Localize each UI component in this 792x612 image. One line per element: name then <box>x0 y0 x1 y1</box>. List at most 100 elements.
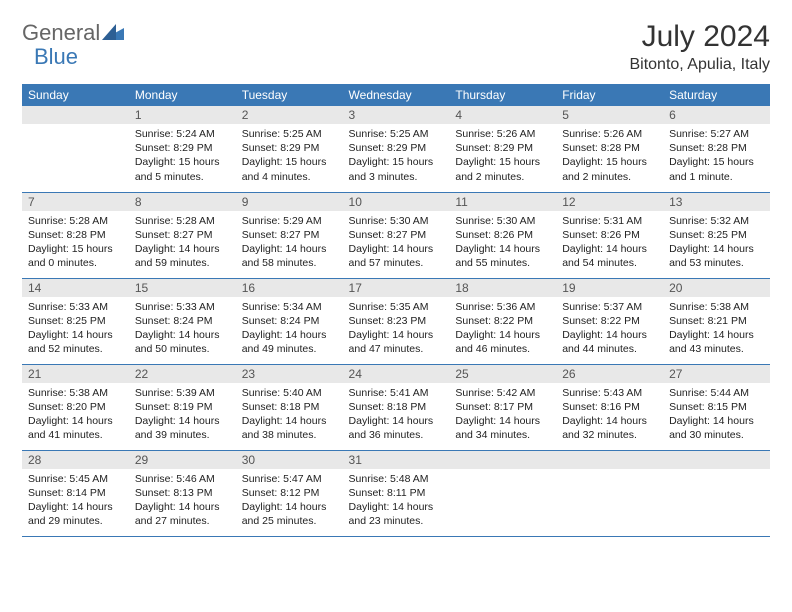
sunset-text: Sunset: 8:29 PM <box>135 141 230 155</box>
day-number: 11 <box>449 193 556 211</box>
sunrise-text: Sunrise: 5:39 AM <box>135 386 230 400</box>
calendar-day-cell: 15Sunrise: 5:33 AMSunset: 8:24 PMDayligh… <box>129 278 236 364</box>
daylight-text: Daylight: 15 hours and 0 minutes. <box>28 242 123 270</box>
daylight-text: Daylight: 14 hours and 47 minutes. <box>349 328 444 356</box>
sunset-text: Sunset: 8:16 PM <box>562 400 657 414</box>
daylight-text: Daylight: 14 hours and 25 minutes. <box>242 500 337 528</box>
sunrise-text: Sunrise: 5:45 AM <box>28 472 123 486</box>
calendar-day-cell: 26Sunrise: 5:43 AMSunset: 8:16 PMDayligh… <box>556 364 663 450</box>
location: Bitonto, Apulia, Italy <box>629 56 770 74</box>
sunset-text: Sunset: 8:18 PM <box>242 400 337 414</box>
header: General July 2024 Bitonto, Apulia, Italy <box>22 20 770 74</box>
daylight-text: Daylight: 14 hours and 23 minutes. <box>349 500 444 528</box>
day-number: 20 <box>663 279 770 297</box>
sunset-text: Sunset: 8:18 PM <box>349 400 444 414</box>
weekday-header: Friday <box>556 84 663 106</box>
sunrise-text: Sunrise: 5:33 AM <box>28 300 123 314</box>
day-details: Sunrise: 5:34 AMSunset: 8:24 PMDaylight:… <box>236 297 343 361</box>
sunset-text: Sunset: 8:13 PM <box>135 486 230 500</box>
day-number: 17 <box>343 279 450 297</box>
calendar-day-cell: 6Sunrise: 5:27 AMSunset: 8:28 PMDaylight… <box>663 106 770 192</box>
sunrise-text: Sunrise: 5:31 AM <box>562 214 657 228</box>
daylight-text: Daylight: 14 hours and 59 minutes. <box>135 242 230 270</box>
day-details: Sunrise: 5:38 AMSunset: 8:20 PMDaylight:… <box>22 383 129 447</box>
day-number: 24 <box>343 365 450 383</box>
day-details: Sunrise: 5:41 AMSunset: 8:18 PMDaylight:… <box>343 383 450 447</box>
daylight-text: Daylight: 14 hours and 41 minutes. <box>28 414 123 442</box>
logo-text-blue: Blue <box>34 44 78 70</box>
day-number: 4 <box>449 106 556 124</box>
calendar-day-cell: 25Sunrise: 5:42 AMSunset: 8:17 PMDayligh… <box>449 364 556 450</box>
calendar-day-cell: 21Sunrise: 5:38 AMSunset: 8:20 PMDayligh… <box>22 364 129 450</box>
weekday-header-row: Sunday Monday Tuesday Wednesday Thursday… <box>22 84 770 106</box>
day-number: 25 <box>449 365 556 383</box>
calendar-week-row: 7Sunrise: 5:28 AMSunset: 8:28 PMDaylight… <box>22 192 770 278</box>
sunset-text: Sunset: 8:26 PM <box>562 228 657 242</box>
sunset-text: Sunset: 8:27 PM <box>349 228 444 242</box>
logo-triangle-icon <box>102 20 124 46</box>
daylight-text: Daylight: 14 hours and 53 minutes. <box>669 242 764 270</box>
daylight-text: Daylight: 14 hours and 43 minutes. <box>669 328 764 356</box>
sunset-text: Sunset: 8:12 PM <box>242 486 337 500</box>
sunset-text: Sunset: 8:23 PM <box>349 314 444 328</box>
daylight-text: Daylight: 14 hours and 38 minutes. <box>242 414 337 442</box>
title-block: July 2024 Bitonto, Apulia, Italy <box>629 20 770 74</box>
daylight-text: Daylight: 14 hours and 34 minutes. <box>455 414 550 442</box>
calendar-day-cell <box>663 450 770 536</box>
day-number <box>449 451 556 469</box>
day-number: 10 <box>343 193 450 211</box>
sunset-text: Sunset: 8:26 PM <box>455 228 550 242</box>
calendar-day-cell: 22Sunrise: 5:39 AMSunset: 8:19 PMDayligh… <box>129 364 236 450</box>
calendar-day-cell <box>22 106 129 192</box>
logo-text-general: General <box>22 20 100 46</box>
day-details: Sunrise: 5:35 AMSunset: 8:23 PMDaylight:… <box>343 297 450 361</box>
day-number <box>22 106 129 124</box>
sunset-text: Sunset: 8:24 PM <box>242 314 337 328</box>
day-number: 18 <box>449 279 556 297</box>
day-details: Sunrise: 5:30 AMSunset: 8:26 PMDaylight:… <box>449 211 556 275</box>
calendar-day-cell: 2Sunrise: 5:25 AMSunset: 8:29 PMDaylight… <box>236 106 343 192</box>
day-details: Sunrise: 5:39 AMSunset: 8:19 PMDaylight:… <box>129 383 236 447</box>
calendar-day-cell: 24Sunrise: 5:41 AMSunset: 8:18 PMDayligh… <box>343 364 450 450</box>
sunset-text: Sunset: 8:28 PM <box>28 228 123 242</box>
sunset-text: Sunset: 8:17 PM <box>455 400 550 414</box>
sunrise-text: Sunrise: 5:26 AM <box>455 127 550 141</box>
day-details: Sunrise: 5:28 AMSunset: 8:28 PMDaylight:… <box>22 211 129 275</box>
logo: General <box>22 20 124 46</box>
sunset-text: Sunset: 8:29 PM <box>242 141 337 155</box>
day-details: Sunrise: 5:31 AMSunset: 8:26 PMDaylight:… <box>556 211 663 275</box>
day-number: 16 <box>236 279 343 297</box>
daylight-text: Daylight: 15 hours and 2 minutes. <box>455 155 550 183</box>
day-details: Sunrise: 5:47 AMSunset: 8:12 PMDaylight:… <box>236 469 343 533</box>
day-details: Sunrise: 5:25 AMSunset: 8:29 PMDaylight:… <box>236 124 343 188</box>
sunrise-text: Sunrise: 5:25 AM <box>349 127 444 141</box>
day-details: Sunrise: 5:37 AMSunset: 8:22 PMDaylight:… <box>556 297 663 361</box>
weekday-header: Wednesday <box>343 84 450 106</box>
sunset-text: Sunset: 8:29 PM <box>455 141 550 155</box>
day-number: 29 <box>129 451 236 469</box>
daylight-text: Daylight: 14 hours and 46 minutes. <box>455 328 550 356</box>
day-number: 26 <box>556 365 663 383</box>
calendar-day-cell: 13Sunrise: 5:32 AMSunset: 8:25 PMDayligh… <box>663 192 770 278</box>
sunset-text: Sunset: 8:22 PM <box>455 314 550 328</box>
sunset-text: Sunset: 8:28 PM <box>669 141 764 155</box>
sunrise-text: Sunrise: 5:38 AM <box>669 300 764 314</box>
sunrise-text: Sunrise: 5:30 AM <box>349 214 444 228</box>
day-details: Sunrise: 5:26 AMSunset: 8:28 PMDaylight:… <box>556 124 663 188</box>
daylight-text: Daylight: 15 hours and 1 minute. <box>669 155 764 183</box>
sunrise-text: Sunrise: 5:33 AM <box>135 300 230 314</box>
calendar-day-cell: 18Sunrise: 5:36 AMSunset: 8:22 PMDayligh… <box>449 278 556 364</box>
day-details: Sunrise: 5:45 AMSunset: 8:14 PMDaylight:… <box>22 469 129 533</box>
day-number: 28 <box>22 451 129 469</box>
daylight-text: Daylight: 14 hours and 58 minutes. <box>242 242 337 270</box>
day-number: 2 <box>236 106 343 124</box>
calendar-day-cell: 1Sunrise: 5:24 AMSunset: 8:29 PMDaylight… <box>129 106 236 192</box>
sunset-text: Sunset: 8:27 PM <box>242 228 337 242</box>
calendar-day-cell: 29Sunrise: 5:46 AMSunset: 8:13 PMDayligh… <box>129 450 236 536</box>
daylight-text: Daylight: 14 hours and 57 minutes. <box>349 242 444 270</box>
weekday-header: Monday <box>129 84 236 106</box>
calendar-day-cell: 4 Sunrise: 5:26 AMSunset: 8:29 PMDaylight… <box>449 106 556 192</box>
calendar-day-cell: 27Sunrise: 5:44 AMSunset: 8:15 PMDayligh… <box>663 364 770 450</box>
sunrise-text: Sunrise: 5:35 AM <box>349 300 444 314</box>
calendar-day-cell: 8Sunrise: 5:28 AMSunset: 8:27 PMDaylight… <box>129 192 236 278</box>
